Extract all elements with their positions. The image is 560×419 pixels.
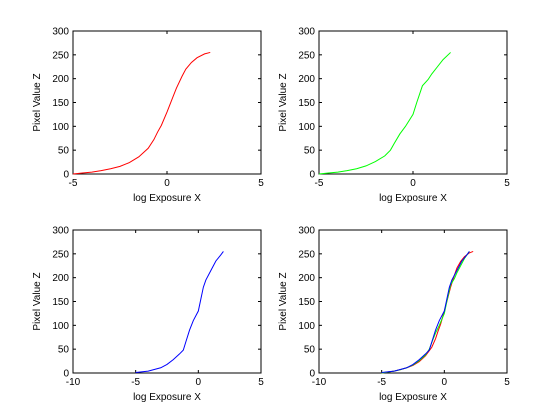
x-tick-label: 0 bbox=[196, 377, 202, 388]
y-tick-label: 100 bbox=[52, 321, 69, 332]
y-tick-label: 200 bbox=[52, 273, 69, 284]
x-tick-label: 5 bbox=[258, 377, 264, 388]
axes-box bbox=[72, 229, 262, 374]
series-line-1 bbox=[318, 52, 451, 175]
x-tick-label: -5 bbox=[131, 377, 140, 388]
x-tick-label: -10 bbox=[312, 377, 327, 388]
y-tick-label: 100 bbox=[298, 122, 315, 133]
x-axis-label: log Exposure X bbox=[379, 392, 447, 403]
y-tick-label: 100 bbox=[52, 122, 69, 133]
axes-box bbox=[318, 30, 508, 175]
y-tick-label: 200 bbox=[52, 74, 69, 85]
y-tick-label: 250 bbox=[52, 50, 69, 61]
y-tick-label: 150 bbox=[52, 297, 69, 308]
y-tick-label: 200 bbox=[298, 74, 315, 85]
x-tick-label: 0 bbox=[410, 178, 416, 189]
y-tick-label: 250 bbox=[298, 50, 315, 61]
x-axis-label: log Exposure X bbox=[379, 193, 447, 204]
x-tick-label: -5 bbox=[315, 178, 324, 189]
axes-box bbox=[72, 30, 262, 175]
y-tick-label: 0 bbox=[63, 369, 69, 380]
y-tick-label: 50 bbox=[304, 146, 316, 157]
x-tick-label: -10 bbox=[66, 377, 81, 388]
axes-box bbox=[318, 229, 508, 374]
y-tick-label: 300 bbox=[52, 226, 69, 237]
y-tick-label: 150 bbox=[298, 98, 315, 109]
series-line-1 bbox=[72, 51, 211, 175]
y-tick-label: 150 bbox=[52, 98, 69, 109]
y-tick-label: 0 bbox=[63, 170, 69, 181]
y-tick-label: 0 bbox=[309, 170, 315, 181]
y-axis-label: Pixel Value Z bbox=[278, 73, 289, 131]
x-axis-label: log Exposure X bbox=[133, 193, 201, 204]
x-tick-label: 5 bbox=[258, 178, 264, 189]
y-tick-label: 250 bbox=[52, 249, 69, 260]
series-line-3 bbox=[381, 251, 470, 374]
y-tick-label: 50 bbox=[58, 146, 70, 157]
series-line-1 bbox=[135, 251, 224, 374]
y-tick-label: 300 bbox=[298, 27, 315, 38]
y-tick-label: 300 bbox=[298, 226, 315, 237]
y-tick-label: 200 bbox=[298, 273, 315, 284]
y-axis-label: Pixel Value Z bbox=[278, 272, 289, 330]
x-tick-label: -5 bbox=[377, 377, 386, 388]
y-tick-label: 150 bbox=[298, 297, 315, 308]
x-tick-label: 5 bbox=[504, 377, 510, 388]
x-tick-label: -5 bbox=[69, 178, 78, 189]
y-tick-label: 0 bbox=[309, 369, 315, 380]
x-tick-label: 5 bbox=[504, 178, 510, 189]
x-tick-label: 0 bbox=[164, 178, 170, 189]
y-tick-label: 50 bbox=[58, 345, 70, 356]
series-line-1 bbox=[381, 250, 474, 374]
x-axis-label: log Exposure X bbox=[133, 392, 201, 403]
y-axis-label: Pixel Value Z bbox=[32, 272, 43, 330]
x-tick-label: 0 bbox=[442, 377, 448, 388]
y-axis-label: Pixel Value Z bbox=[32, 73, 43, 131]
y-tick-label: 50 bbox=[304, 345, 316, 356]
y-tick-label: 250 bbox=[298, 249, 315, 260]
y-tick-label: 100 bbox=[298, 321, 315, 332]
y-tick-label: 300 bbox=[52, 27, 69, 38]
